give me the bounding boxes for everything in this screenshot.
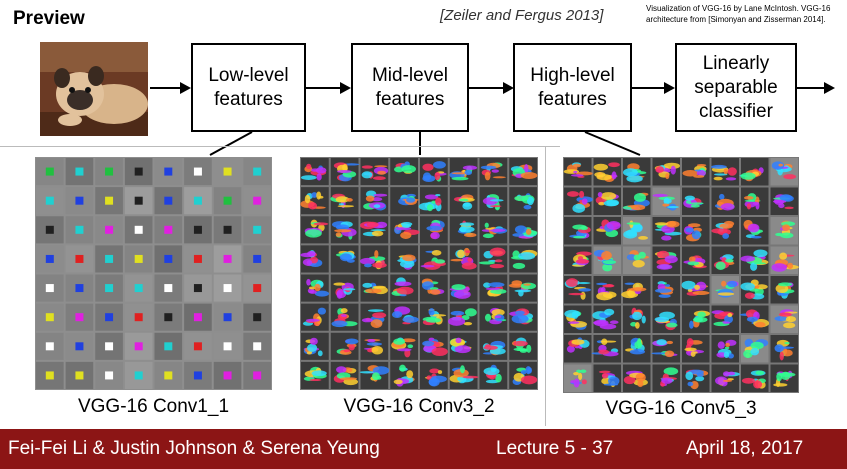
mid-level-features-box: Mid-level features	[351, 43, 469, 132]
high-level-features-box: High-level features	[513, 43, 632, 132]
arrow-line	[797, 87, 825, 89]
panel-frame-line	[545, 146, 546, 426]
arrow-head	[340, 82, 351, 94]
arrow-head	[824, 82, 835, 94]
footer-date: April 18, 2017	[686, 438, 804, 459]
arrow-head	[503, 82, 514, 94]
arrow-line	[469, 87, 504, 89]
dog-photo	[40, 42, 148, 136]
low-level-features-box: Low-level features	[191, 43, 306, 132]
slide-title: Preview	[13, 8, 85, 29]
conv3-feature-grid	[300, 157, 538, 390]
arrow-head	[180, 82, 191, 94]
panel-frame-line	[0, 146, 560, 147]
conv3-caption: VGG-16 Conv3_2	[343, 396, 495, 417]
conv5-feature-grid	[563, 157, 799, 393]
classifier-box: Linearly separable classifier	[675, 43, 797, 132]
citation: [Zeiler and Fergus 2013]	[440, 7, 604, 24]
footer-bar: Fei-Fei Li & Justin Johnson & Serena Yeu…	[0, 429, 847, 469]
arrow-line	[150, 87, 180, 89]
footer-lecture: Lecture 5 - 37	[496, 438, 614, 459]
visualization-credit: Visualization of VGG-16 by Lane McIntosh…	[646, 4, 831, 24]
arrow-head	[664, 82, 675, 94]
connector-lines	[209, 131, 641, 156]
conv5-caption: VGG-16 Conv5_3	[605, 398, 757, 419]
footer-authors: Fei-Fei Li & Justin Johnson & Serena Yeu…	[8, 438, 380, 459]
arrow-line	[306, 87, 341, 89]
conv1-feature-grid	[35, 157, 272, 390]
conv1-caption: VGG-16 Conv1_1	[77, 396, 230, 417]
arrow-line	[632, 87, 665, 89]
